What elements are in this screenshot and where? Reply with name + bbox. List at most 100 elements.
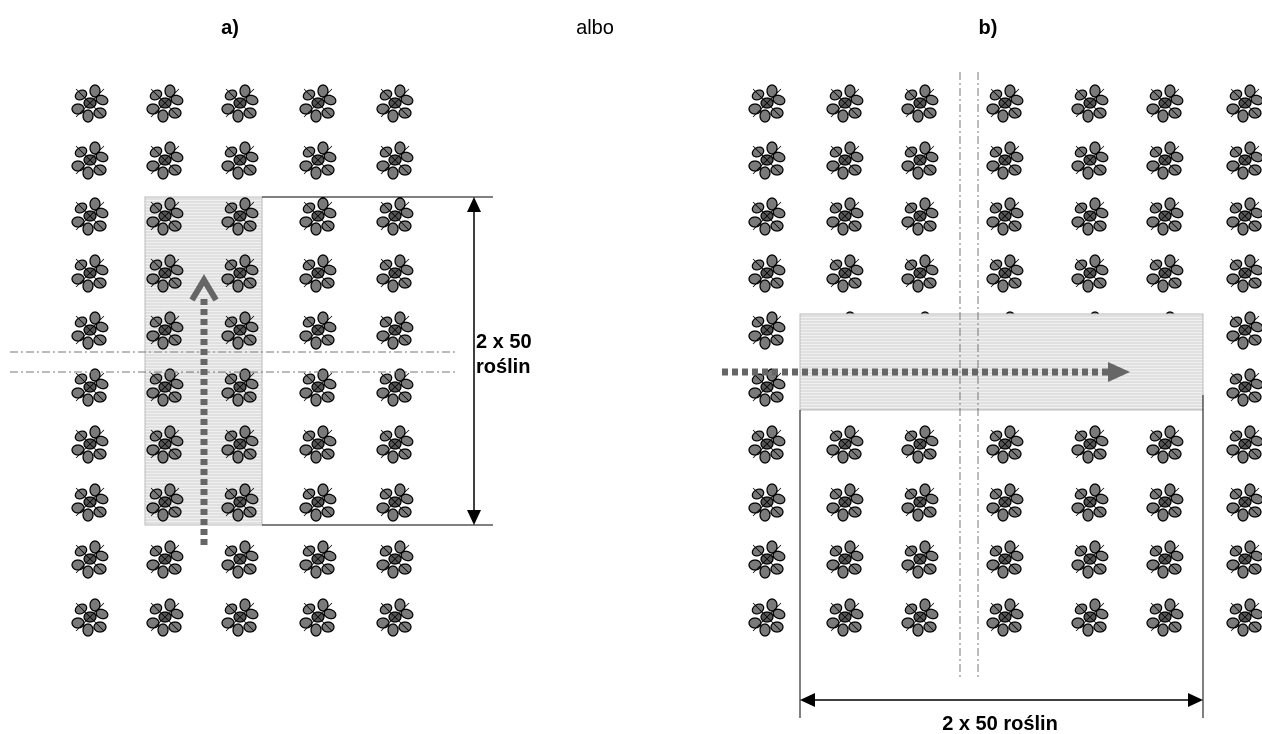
plant-icon — [146, 598, 185, 637]
plant-icon — [748, 141, 787, 180]
plant-icon — [376, 141, 415, 180]
plant-icon — [1071, 483, 1110, 522]
plant-icon — [986, 254, 1025, 293]
plant-icon — [376, 254, 415, 293]
plant-icon — [901, 84, 940, 123]
plant-icon — [901, 598, 940, 637]
plant-icon — [376, 368, 415, 407]
shaded-area — [799, 313, 1204, 411]
plant-icon — [1226, 598, 1262, 637]
plant-icon — [146, 141, 185, 180]
plant-icon — [71, 254, 110, 293]
plant-icon — [901, 425, 940, 464]
dimension-label: 2 x 50 — [476, 331, 532, 353]
plant-icon — [1146, 84, 1185, 123]
plant-icon — [901, 141, 940, 180]
separator-text: albo — [576, 17, 614, 39]
plant-icon — [299, 197, 338, 236]
plant-icon — [1071, 598, 1110, 637]
plant-icon — [826, 197, 865, 236]
plant-icon — [748, 84, 787, 123]
plant-icon — [376, 540, 415, 579]
panel-label: b) — [979, 17, 998, 39]
plant-icon — [748, 483, 787, 522]
plant-icon — [826, 425, 865, 464]
plant-icon — [299, 425, 338, 464]
plant-icon — [748, 540, 787, 579]
plant-icon — [1226, 483, 1262, 522]
plant-icon — [71, 598, 110, 637]
plant-icon — [1071, 84, 1110, 123]
plant-icon — [986, 425, 1025, 464]
direction-arrowhead — [1108, 362, 1130, 382]
plant-icon — [1226, 368, 1262, 407]
plant-icon — [71, 197, 110, 236]
plant-icon — [376, 483, 415, 522]
plant-icon — [71, 425, 110, 464]
plant-icon — [986, 141, 1025, 180]
plant-icon — [901, 483, 940, 522]
plant-icon — [71, 368, 110, 407]
plant-icon — [376, 425, 415, 464]
plant-icon — [1071, 540, 1110, 579]
plant-icon — [1226, 254, 1262, 293]
plant-icon — [146, 84, 185, 123]
plant-icon — [1071, 197, 1110, 236]
plant-icon — [376, 311, 415, 350]
plant-icon — [376, 197, 415, 236]
plant-icon — [901, 197, 940, 236]
plant-icon — [1146, 254, 1185, 293]
plant-icon — [1146, 425, 1185, 464]
plant-icon — [826, 141, 865, 180]
plant-icon — [1226, 425, 1262, 464]
plant-icon — [826, 254, 865, 293]
plant-icon — [299, 368, 338, 407]
plant-icon — [748, 254, 787, 293]
plant-icon — [1146, 598, 1185, 637]
plant-icon — [1146, 197, 1185, 236]
plant-icon — [71, 540, 110, 579]
plant-icon — [986, 598, 1025, 637]
direction-arrowhead — [189, 274, 219, 302]
plant-icon — [1146, 483, 1185, 522]
plant-icon — [826, 483, 865, 522]
plant-icon — [1226, 197, 1262, 236]
plant-icon — [71, 84, 110, 123]
plant-icon — [299, 141, 338, 180]
plant-icon — [1226, 540, 1262, 579]
plant-icon — [1146, 141, 1185, 180]
plant-icon — [1071, 141, 1110, 180]
plant-icon — [986, 540, 1025, 579]
dimension-label: 2 x 50 roślin — [942, 713, 1058, 734]
plant-icon — [299, 598, 338, 637]
plant-icon — [221, 84, 260, 123]
plant-icon — [748, 598, 787, 637]
plant-icon — [986, 483, 1025, 522]
plant-icon — [1146, 540, 1185, 579]
plant-icon — [376, 84, 415, 123]
plant-icon — [748, 425, 787, 464]
plant-icon — [299, 84, 338, 123]
plant-icon — [71, 141, 110, 180]
plant-icon — [986, 84, 1025, 123]
plant-icon — [986, 197, 1025, 236]
plant-icon — [299, 311, 338, 350]
plant-icon — [71, 311, 110, 350]
plant-icon — [299, 254, 338, 293]
plant-icon — [1071, 425, 1110, 464]
plant-icon — [901, 540, 940, 579]
plant-icon — [1071, 254, 1110, 293]
panel-label: a) — [221, 17, 239, 39]
plant-icon — [146, 540, 185, 579]
plant-icon — [826, 84, 865, 123]
plant-icon — [1226, 141, 1262, 180]
plant-icon — [901, 254, 940, 293]
plant-icon — [221, 598, 260, 637]
plant-icon — [1226, 311, 1262, 350]
plant-icon — [826, 540, 865, 579]
plant-icon — [299, 483, 338, 522]
plant-icon — [71, 483, 110, 522]
plant-icon — [748, 311, 787, 350]
